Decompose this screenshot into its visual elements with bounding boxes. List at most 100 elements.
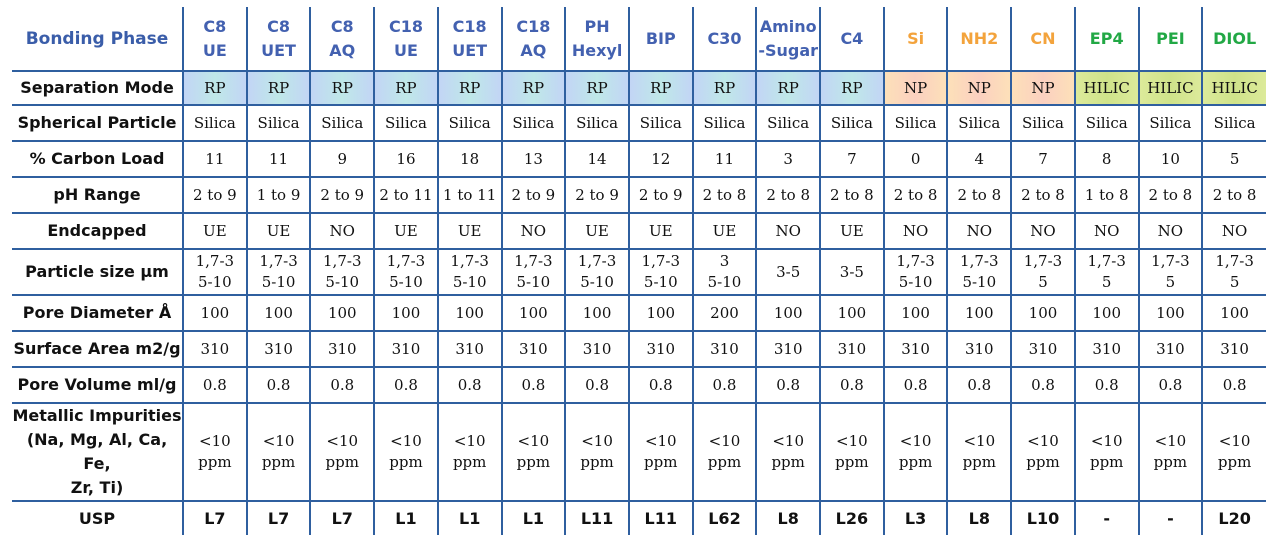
cell-text: 0.8 (457, 375, 482, 394)
cell-text: RP (777, 78, 799, 97)
cell-text: NO (902, 221, 929, 240)
table-cell: - (1138, 501, 1204, 535)
table-cell: 0.8 (692, 367, 758, 404)
table-cell: UE (692, 213, 758, 250)
cell-text: 11 (205, 149, 225, 168)
table-cell: Silica (1011, 105, 1076, 142)
row-label-text: Zr, Ti) (70, 478, 124, 497)
cell-text: 11 (269, 149, 289, 168)
cell-text: 18 (460, 149, 480, 168)
table-cell: 100 (756, 295, 822, 332)
table-cell: 0.8 (1202, 367, 1266, 404)
phase-header-text: Amino (759, 16, 817, 36)
table-cell: 1,7-3 5-10 (628, 249, 694, 296)
phase-header-text: CN (1030, 28, 1056, 48)
cell-text: NP (903, 78, 928, 97)
cell-text: Silica (1213, 113, 1256, 132)
table-cell: 1,7-3 5 (1202, 249, 1266, 296)
table-cell: HILIC (1138, 71, 1204, 106)
cell-text: 7 (1038, 149, 1048, 168)
table-cell: 310 (246, 331, 312, 368)
phase-header: C4 (820, 7, 885, 72)
cell-text: L8 (777, 509, 799, 528)
phase-header: BIP (628, 7, 694, 72)
table-cell: <10 ppm (310, 403, 376, 502)
table-cell: NO (1202, 213, 1266, 250)
cell-text: 100 (519, 303, 548, 322)
table-cell: UE (820, 213, 885, 250)
cell-text: 0.8 (521, 375, 546, 394)
cell-text: 5-10 (707, 273, 742, 291)
cell-text: 0.8 (330, 375, 355, 394)
phase-header-text: C4 (840, 28, 864, 48)
cell-text: 310 (1028, 339, 1058, 358)
cell-text: 2 to 8 (1021, 185, 1065, 204)
cell-text: RP (395, 78, 417, 97)
cell-text: Silica (1021, 113, 1064, 132)
table-cell: RP (374, 71, 439, 106)
table-cell: NO (310, 213, 376, 250)
table-cell: L62 (692, 501, 758, 535)
cell-text: 2 to 8 (1212, 185, 1257, 204)
table-cell: L1 (437, 501, 503, 535)
table-cell: 1,7-3 5-10 (374, 249, 439, 296)
table-cell: L7 (183, 501, 248, 535)
table-cell: 2 to 8 (820, 177, 885, 214)
cell-text: 2 to 9 (638, 185, 683, 204)
cell-text: 5-10 (261, 273, 296, 291)
cell-text: ppm (1089, 453, 1124, 471)
cell-text: 5-10 (898, 273, 933, 291)
table-cell: 5 (1202, 141, 1266, 178)
cell-text: 2 to 9 (320, 185, 365, 204)
cell-text: L10 (1026, 509, 1060, 528)
cell-text: NO (329, 221, 355, 240)
cell-text: RP (713, 78, 736, 97)
cell-text: UE (585, 221, 609, 240)
table-cell: 100 (1074, 295, 1140, 332)
cell-text: Silica (639, 113, 682, 132)
table-cell: 1,7-3 5-10 (310, 249, 376, 296)
cell-text: L62 (708, 509, 741, 528)
table-cell: 0.8 (756, 367, 822, 404)
table-cell: HILIC (1074, 71, 1140, 106)
table-cell: 100 (820, 295, 885, 332)
cell-text: Silica (894, 113, 937, 132)
table-cell: 18 (437, 141, 503, 178)
table-cell: <10 ppm (374, 403, 439, 502)
table-row: Separation Mode RP RP RP RP RP RP RP RP RP RP RP NP N… (12, 71, 1266, 106)
cell-text: 1 to 11 (443, 185, 497, 204)
table-cell: <10 ppm (947, 403, 1013, 502)
cell-text: 0.8 (266, 375, 291, 394)
phase-header-text: BIP (645, 28, 676, 48)
table-cell: NO (756, 213, 822, 250)
cell-text: L3 (904, 509, 927, 528)
cell-text: Silica (193, 113, 236, 132)
table-cell: 2 to 8 (1138, 177, 1204, 214)
phase-header-text: C18 (452, 16, 487, 36)
row-label: USP (12, 501, 184, 535)
table-cell: 2 to 9 (628, 177, 694, 214)
cell-text: 5 (1101, 273, 1112, 291)
cell-text: <10 (1218, 432, 1251, 450)
cell-text: 100 (1028, 303, 1058, 322)
table-cell: 1 to 11 (437, 177, 503, 214)
cell-text: 1,7-3 (1087, 252, 1126, 270)
cell-text: 1,7-3 (960, 252, 999, 270)
cell-text: 10 (1160, 149, 1180, 168)
cell-text: 100 (646, 303, 676, 322)
phase-header: C8 UE (183, 7, 248, 72)
cell-text: 310 (455, 339, 484, 358)
phase-header-text: EP4 (1089, 28, 1124, 48)
table-cell: 310 (1202, 331, 1266, 368)
cell-text: 100 (582, 303, 612, 322)
cell-text: 3-5 (776, 262, 801, 281)
cell-text: Silica (321, 113, 364, 132)
cell-text: 2 to 9 (193, 185, 237, 204)
cell-text: 1,7-3 (1215, 252, 1254, 270)
table-cell: NO (1011, 213, 1076, 250)
table-cell: 1 to 9 (246, 177, 312, 214)
cell-text: Silica (576, 113, 619, 132)
cell-text: 100 (1220, 303, 1249, 322)
cell-text: 0.8 (712, 375, 737, 394)
table-cell: - (1074, 501, 1140, 535)
